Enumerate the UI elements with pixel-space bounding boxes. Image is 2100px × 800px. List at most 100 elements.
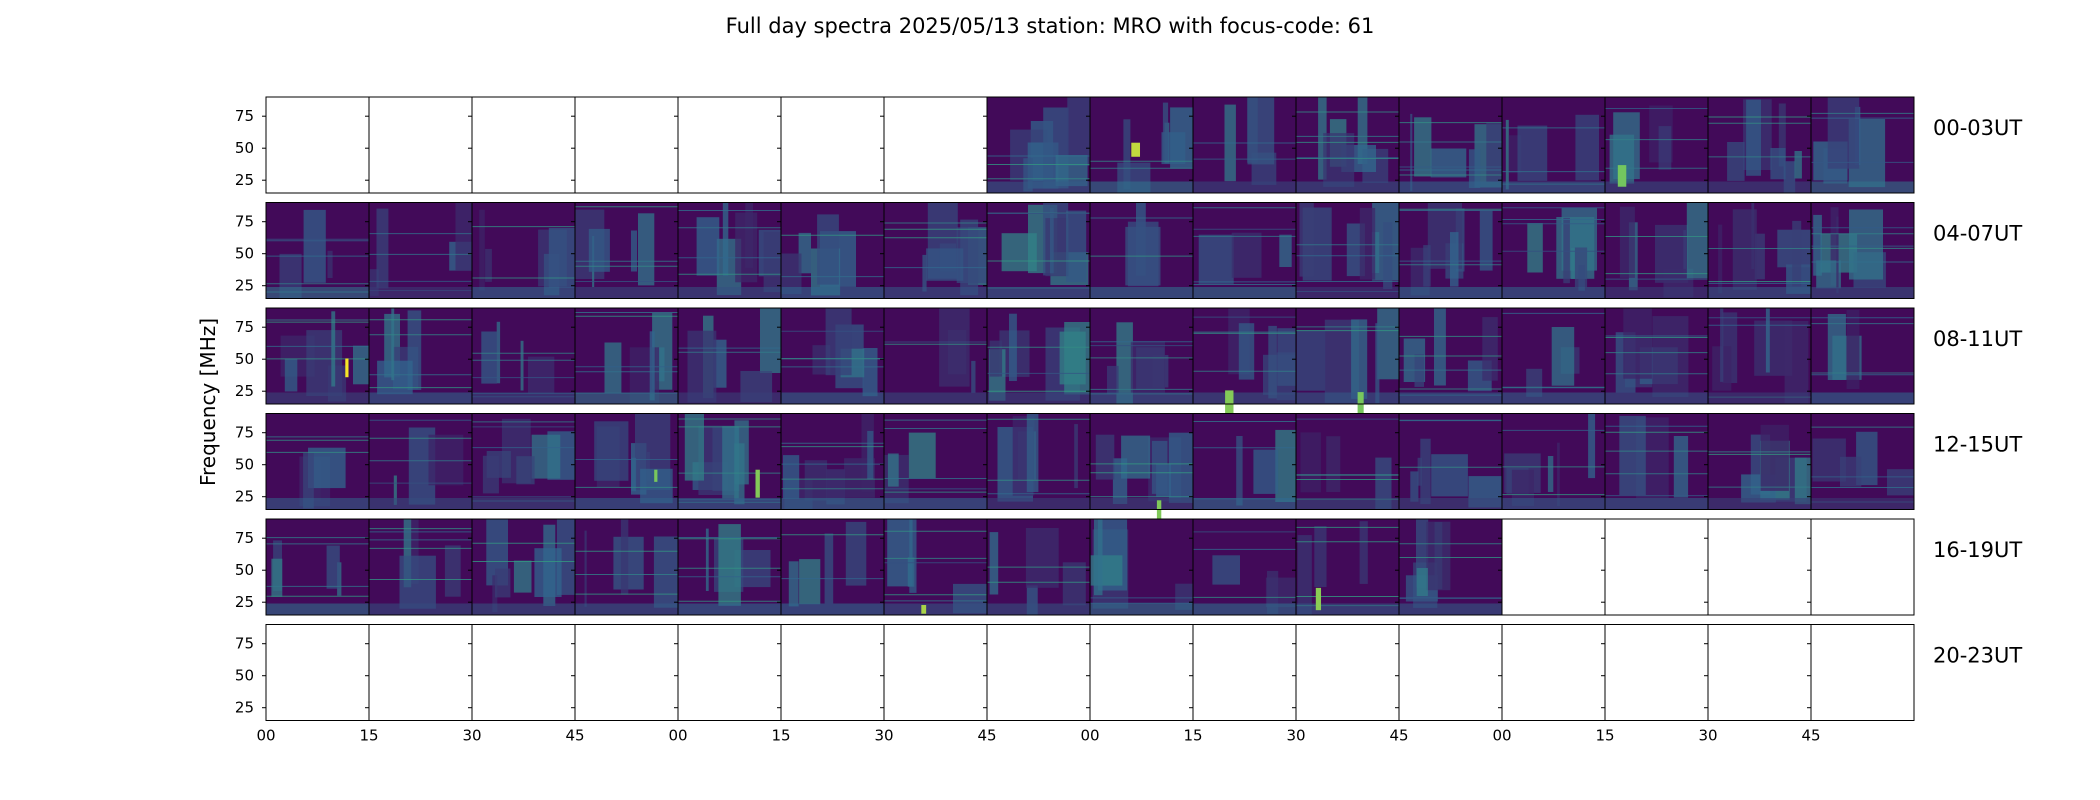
emission-band bbox=[1123, 119, 1131, 190]
spectrum-panel bbox=[1292, 307, 1400, 416]
emission-band bbox=[1426, 521, 1451, 591]
spectrum-panel bbox=[262, 624, 370, 721]
emission-band bbox=[1107, 365, 1119, 394]
panel-background bbox=[266, 624, 369, 721]
noise-strip bbox=[781, 287, 884, 299]
emission-band bbox=[1236, 436, 1243, 506]
x-tick-label: 45 bbox=[1801, 727, 1820, 745]
spectrum-panel bbox=[571, 96, 679, 194]
spectrum-panel bbox=[1704, 202, 1812, 299]
emission-band bbox=[1351, 319, 1368, 399]
x-tick-label: 45 bbox=[565, 727, 584, 745]
noise-strip bbox=[369, 392, 472, 404]
y-tick-label: 25 bbox=[235, 382, 254, 400]
y-tick-label: 50 bbox=[235, 667, 254, 685]
noise-strip bbox=[1811, 392, 1914, 404]
spectrum-panel bbox=[262, 518, 370, 616]
emission-band bbox=[513, 560, 532, 593]
emission-band bbox=[1450, 232, 1459, 287]
spectra-row: 25 50 75 20-23UT bbox=[235, 624, 2022, 721]
emission-band bbox=[399, 555, 436, 609]
burst bbox=[1617, 165, 1627, 187]
spectrum-panel bbox=[983, 624, 1091, 721]
x-tick-label: 00 bbox=[1492, 727, 1511, 745]
emission-band bbox=[1727, 142, 1745, 181]
emission-band bbox=[922, 254, 927, 292]
emission-band bbox=[1836, 216, 1839, 294]
x-tick-label: 15 bbox=[1183, 727, 1202, 745]
panel-frame bbox=[1810, 624, 1915, 721]
emission-band bbox=[1887, 469, 1914, 496]
spectrum-panel bbox=[1807, 413, 1915, 510]
emission-band bbox=[1813, 214, 1822, 276]
emission-band bbox=[1116, 322, 1133, 404]
emission-band bbox=[1064, 322, 1090, 395]
spectrum-panel bbox=[880, 307, 988, 405]
noise-strip bbox=[987, 603, 1090, 615]
spectrum-panel bbox=[674, 624, 782, 721]
spectrum-panel bbox=[674, 202, 782, 299]
panel-background bbox=[1193, 624, 1296, 721]
emission-band bbox=[631, 230, 637, 272]
emission-band bbox=[960, 219, 979, 296]
emission-band bbox=[588, 228, 610, 272]
emission-band bbox=[1359, 207, 1376, 280]
emission-band bbox=[783, 455, 800, 499]
x-tick-label: 15 bbox=[359, 727, 378, 745]
panel-background bbox=[575, 97, 678, 193]
chart-title: Full day spectra 2025/05/13 station: MRO… bbox=[726, 14, 1375, 38]
spectrum-panel bbox=[1395, 624, 1503, 721]
spectrum-panel bbox=[1704, 624, 1812, 721]
emission-band bbox=[620, 519, 629, 595]
emission-band bbox=[1359, 521, 1368, 584]
spectrum-panel bbox=[777, 202, 885, 299]
emission-band bbox=[516, 456, 535, 485]
emission-band bbox=[1168, 432, 1193, 503]
emission-band bbox=[1275, 429, 1296, 502]
emission-band bbox=[1279, 234, 1292, 267]
noise-strip bbox=[987, 392, 1090, 404]
emission-band bbox=[1045, 218, 1069, 277]
emission-band bbox=[377, 360, 413, 395]
emission-band bbox=[1430, 148, 1467, 178]
noise-strip bbox=[1605, 287, 1708, 299]
spectrum-panel bbox=[880, 624, 988, 721]
emission-band bbox=[1557, 442, 1560, 507]
noise-strip bbox=[1502, 181, 1605, 193]
emission-band bbox=[1212, 555, 1240, 585]
y-tick-label: 50 bbox=[235, 350, 254, 368]
spectrum-panel bbox=[1498, 413, 1606, 510]
y-tick-label: 25 bbox=[235, 699, 254, 717]
spectrum-panel bbox=[1292, 413, 1400, 510]
emission-band bbox=[1062, 562, 1086, 606]
emission-band bbox=[391, 308, 395, 381]
emission-band bbox=[485, 248, 492, 282]
spectrum-panel bbox=[880, 96, 988, 194]
emission-band bbox=[1026, 585, 1038, 615]
emission-band bbox=[734, 443, 745, 505]
row-time-label: 16-19UT bbox=[1933, 538, 2022, 562]
panel-background bbox=[1090, 624, 1193, 721]
emission-band bbox=[909, 519, 917, 593]
emission-band bbox=[735, 212, 758, 283]
emission-band bbox=[1827, 97, 1860, 169]
panel-frame bbox=[1810, 518, 1915, 616]
emission-band bbox=[971, 360, 976, 393]
spectra-row: 25 50 75 16-19UT bbox=[235, 518, 2022, 616]
noise-strip bbox=[678, 392, 781, 404]
noise-strip bbox=[1708, 181, 1811, 193]
spectrum-panel bbox=[1086, 413, 1194, 527]
spectrum-panel bbox=[571, 202, 679, 299]
noise-strip bbox=[1193, 392, 1296, 404]
emission-band bbox=[1482, 317, 1498, 381]
emission-band bbox=[479, 209, 485, 291]
noise-strip bbox=[1296, 498, 1399, 510]
panel-background bbox=[266, 519, 369, 615]
emission-band bbox=[1778, 103, 1786, 167]
emission-band bbox=[887, 519, 913, 587]
emission-band bbox=[1505, 119, 1509, 190]
x-tick-label: 30 bbox=[1698, 727, 1717, 745]
noise-strip bbox=[1296, 603, 1399, 615]
